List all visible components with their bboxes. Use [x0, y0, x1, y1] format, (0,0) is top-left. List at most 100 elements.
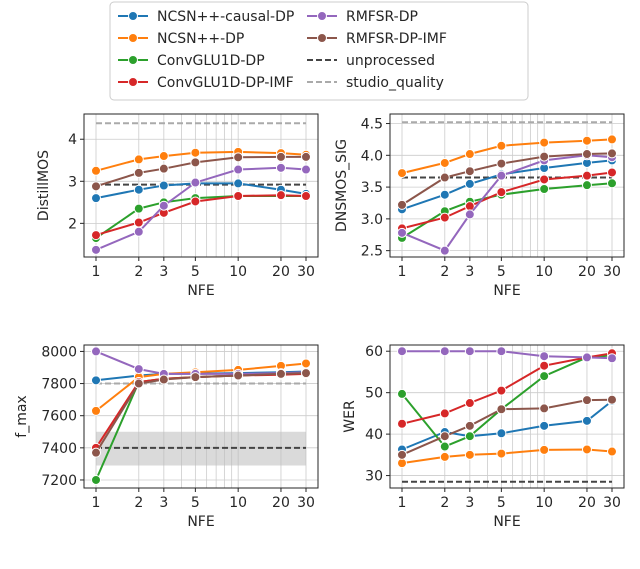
legend-label: unprocessed: [346, 53, 435, 69]
data-point: [464, 149, 475, 160]
x-tick-label: 10: [535, 495, 553, 511]
data-point: [439, 189, 450, 200]
data-point: [133, 217, 144, 228]
panel-f-max: 1 2 3 5 10 20 30 7200 7400 7600 7800 8000 NFE f_max: [14, 344, 319, 530]
data-point: [158, 180, 169, 191]
data-point: [539, 137, 550, 148]
y-tick-label: 7400: [41, 441, 77, 457]
data-point: [275, 151, 286, 162]
data-point: [581, 415, 592, 426]
series-rmfsr-dp: [397, 346, 617, 364]
data-point: [190, 177, 201, 188]
data-point: [301, 368, 311, 379]
data-point: [133, 364, 144, 375]
y-axis-label: f_max: [14, 395, 30, 437]
data-point: [91, 447, 101, 458]
data-point: [301, 164, 311, 175]
data-point: [190, 147, 201, 158]
legend-item-studio-quality: studio_quality: [307, 75, 444, 91]
legend-item-rmfsr-dp: RMFSR-DP: [307, 9, 418, 25]
data-point: [464, 420, 475, 431]
data-point: [464, 166, 475, 177]
axes-frame: [83, 344, 319, 489]
x-tick-label: 5: [497, 495, 506, 511]
series-convglu1d-dp-imf: [91, 190, 311, 241]
data-point: [464, 449, 475, 460]
data-point: [539, 420, 550, 431]
data-point: [158, 374, 169, 385]
data-point: [91, 181, 101, 192]
data-point: [133, 378, 144, 389]
data-point: [233, 164, 244, 175]
x-axis-label: NFE: [493, 283, 520, 299]
series-line: [95, 195, 306, 239]
data-point: [397, 168, 407, 179]
series-line: [401, 448, 613, 465]
legend-marker: [317, 33, 327, 43]
legend-marker: [128, 33, 138, 43]
legend-item-convglu1d-dp: ConvGLU1D-DP: [118, 53, 265, 69]
legend-item-convglu1d-dp-imf: ConvGLU1D-DP-IMF: [118, 75, 294, 91]
data-point: [607, 178, 617, 189]
y-tick-label: 4.0: [361, 148, 383, 164]
legend-label: ConvGLU1D-DP: [157, 53, 265, 69]
y-tick-label: 3.0: [361, 212, 383, 228]
data-point: [158, 151, 169, 162]
legend-frame: [109, 1, 529, 101]
x-axis-label: NFE: [187, 283, 214, 299]
x-tick-label: 2: [134, 495, 143, 511]
data-point: [397, 449, 407, 460]
y-tick-label: 3: [68, 174, 77, 190]
series-rmfsr-dp-imf: [397, 394, 617, 460]
data-point: [91, 244, 101, 255]
y-tick-label: 7600: [41, 409, 77, 425]
x-tick-label: 5: [191, 264, 200, 280]
y-tick-label: 40: [365, 427, 383, 443]
legend-item-ncsn-dp: NCSN++-DP: [118, 31, 244, 47]
x-tick-label: 3: [159, 495, 168, 511]
data-point: [496, 448, 507, 459]
x-tick-label: 3: [465, 264, 474, 280]
data-point: [439, 172, 450, 183]
series-convglu1d-dp: [397, 178, 617, 243]
x-tick-label: 30: [297, 495, 315, 511]
data-point: [190, 372, 201, 383]
x-tick-label: 30: [603, 495, 621, 511]
series-line: [401, 152, 613, 206]
data-point: [607, 353, 617, 364]
x-axis-label: NFE: [493, 514, 520, 530]
legend-label: studio_quality: [346, 75, 444, 91]
x-tick-label: 1: [398, 264, 407, 280]
panel-wer: 1 2 3 5 10 20 30 30 40 50 60 NFE WER: [342, 344, 625, 530]
x-tick-label: 10: [229, 495, 247, 511]
data-point: [397, 388, 407, 399]
series-rmfsr-dp-imf: [91, 151, 311, 192]
data-point: [190, 196, 201, 207]
data-point: [439, 441, 450, 452]
y-axis-label: WER: [342, 400, 358, 433]
data-point: [233, 178, 244, 189]
data-point: [581, 352, 592, 363]
x-tick-label: 10: [229, 264, 247, 280]
x-tick-label: 10: [535, 264, 553, 280]
data-point: [496, 404, 507, 415]
series-line: [401, 154, 613, 252]
x-tick-label: 2: [440, 264, 449, 280]
x-tick-label: 5: [497, 264, 506, 280]
legend-item-rmfsr-dp-imf: RMFSR-DP-IMF: [307, 31, 447, 47]
x-tick-label: 5: [191, 495, 200, 511]
legend-label: NCSN++-causal-DP: [157, 9, 294, 25]
panel-dnsmos-sig: 1 2 3 5 10 20 30 2.5 3.0 3.5 4.0 4.5 NFE DNSMOS_SIG: [334, 113, 625, 299]
x-tick-label: 20: [272, 495, 290, 511]
data-point: [233, 191, 244, 202]
x-tick-label: 20: [578, 264, 596, 280]
series-line: [95, 166, 307, 251]
data-point: [275, 368, 286, 379]
data-point: [91, 230, 101, 241]
data-point: [496, 158, 507, 169]
legend-marker: [128, 55, 138, 65]
series-line: [401, 352, 613, 425]
series-line: [95, 194, 307, 237]
data-point: [91, 375, 101, 386]
